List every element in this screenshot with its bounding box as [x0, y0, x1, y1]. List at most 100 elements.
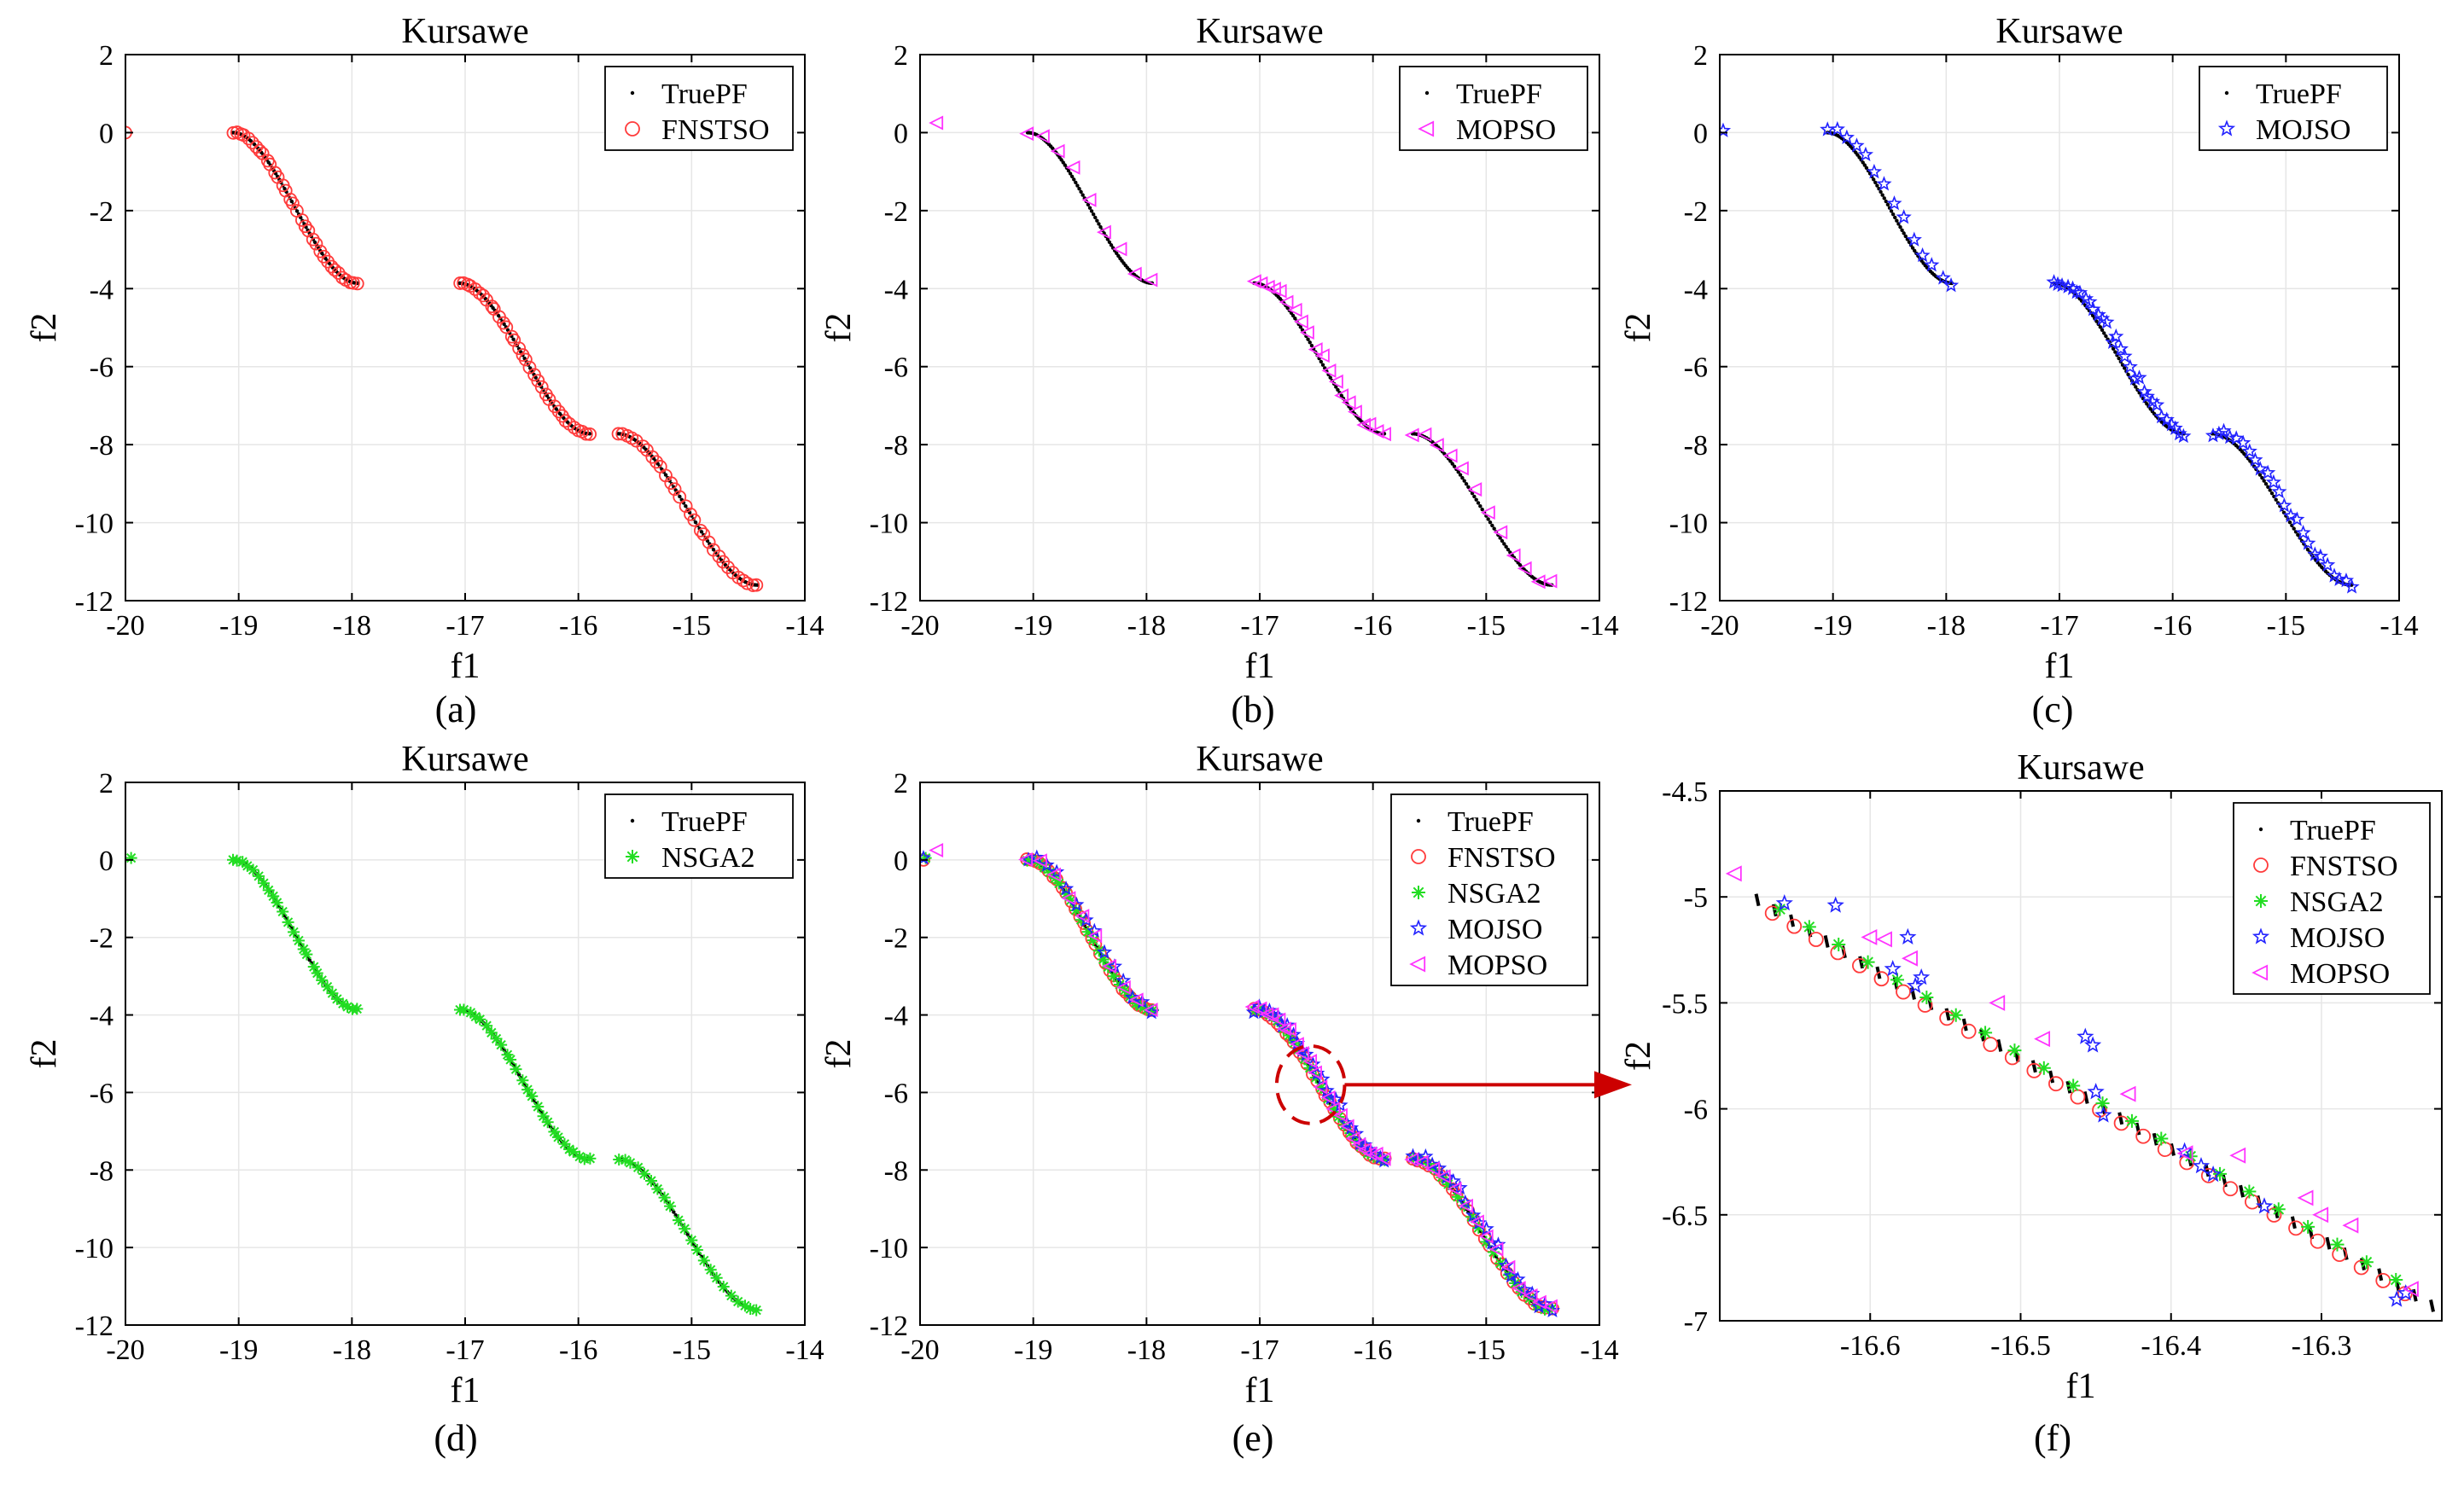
nsga2-stroke: [659, 1192, 670, 1203]
truepf-point: [1068, 171, 1073, 176]
series-truepf: [1025, 131, 1554, 587]
x-axis-label: f1: [451, 647, 481, 686]
mopso-point: [1523, 1287, 1538, 1303]
mopso-point: [1356, 417, 1372, 433]
mojso-point: [2077, 1027, 2094, 1044]
mojso-point: [1445, 1172, 1461, 1189]
truepf-point: [533, 375, 538, 380]
fnstso-point: [306, 232, 320, 247]
truepf-point: [522, 356, 527, 361]
fnstso-point: [328, 263, 342, 277]
truepf-point: [1416, 818, 1421, 823]
mojso-point: [2127, 370, 2143, 386]
mopso-point: [1032, 853, 1047, 869]
truepf-point: [2292, 526, 2296, 531]
mopso-point: [1081, 192, 1097, 207]
legend-label-nsga2: NSGA2: [2290, 886, 2384, 918]
mojso-point: [2082, 294, 2098, 309]
truepf-point: [1862, 163, 1867, 167]
fnstso-point: [667, 482, 682, 497]
fnstso-point: [1896, 984, 1911, 1000]
y-tick-label: -12: [870, 1311, 908, 1342]
series-truepf: [230, 857, 760, 1312]
nsga2-stroke: [699, 1255, 709, 1266]
truepf-point: [1293, 317, 1297, 321]
mopso-point: [1404, 427, 1419, 443]
x-tick-label: -16: [2153, 610, 2192, 642]
chart-panel-d: -20 -19 -18 -17 -16 -15 -14-12-10-8-6-4-202Kur…: [25, 740, 824, 1459]
truepf-point: [1298, 325, 1303, 329]
fnstso-point: [1411, 849, 1426, 864]
nsga2-stroke: [646, 1176, 656, 1186]
truepf-point: [1320, 363, 1325, 367]
nsga2-stroke: [533, 1101, 543, 1112]
mojso-point: [2217, 119, 2236, 137]
nsga2-stroke: [1413, 886, 1424, 898]
nsga2-stroke: [2097, 1097, 2108, 1109]
truepf-point: [2269, 491, 2275, 496]
nsga2-stroke: [538, 1111, 549, 1121]
truepf-point: [1466, 485, 1471, 489]
legend-label-truepf: TruePF: [2256, 78, 2342, 110]
y-tick-label: -6: [884, 352, 908, 384]
nsga2-stroke: [338, 998, 348, 1008]
fnstso-point: [611, 427, 626, 441]
truepf-point: [1910, 246, 1915, 250]
nsga2-stroke: [1070, 905, 1081, 915]
mopso-point: [1272, 283, 1287, 299]
nsga2-point: [510, 1063, 522, 1076]
fnstso-point: [253, 143, 267, 158]
truepf-point: [2262, 479, 2266, 483]
nsga2-stroke: [1088, 935, 1098, 945]
mopso-point: [1253, 276, 1268, 291]
nsga2-stroke: [322, 981, 333, 992]
truepf-point: [2429, 1299, 2435, 1312]
nsga2-stroke: [352, 1003, 362, 1014]
y-tick-label: -10: [75, 1233, 114, 1264]
mopso-point: [1271, 1012, 1286, 1027]
mojso-point: [2099, 314, 2115, 329]
panel-label: (d): [434, 1417, 477, 1459]
nsga2-stroke: [2038, 1062, 2050, 1074]
fnstso-point: [1873, 971, 1890, 987]
truepf-point: [2411, 1288, 2418, 1302]
mojso-point: [2049, 276, 2066, 291]
mojso-point: [1039, 857, 1055, 872]
legend-label-truepf: TruePF: [661, 78, 748, 110]
truepf-point: [1492, 526, 1496, 531]
truepf-point: [1885, 202, 1890, 207]
nsga2-point: [750, 1304, 763, 1317]
mopso-point: [1362, 1146, 1378, 1161]
y-tick-label: -10: [870, 509, 908, 540]
mopso-point: [1332, 1107, 1348, 1123]
x-tick-label: -20: [1700, 610, 1739, 642]
nsga2-stroke: [1054, 878, 1064, 889]
fnstso-point: [2222, 1181, 2239, 1197]
mopso-point: [2251, 964, 2269, 981]
y-tick-label: -6: [1684, 1095, 1708, 1126]
truepf-point: [1074, 180, 1078, 185]
truepf-point: [2239, 1184, 2246, 1198]
legend-label-nsga2: NSGA2: [661, 842, 755, 874]
x-tick-label: -17: [446, 1334, 484, 1366]
x-tick-label: -20: [106, 1334, 144, 1366]
mojso-point: [1907, 976, 1925, 994]
truepf-point: [630, 90, 635, 96]
y-tick-label: -4: [884, 274, 908, 305]
truepf-point: [1504, 544, 1508, 549]
y-tick-label: -6.5: [1662, 1200, 1708, 1232]
mojso-point: [2167, 420, 2183, 435]
nsga2-point: [288, 926, 300, 939]
fnstso-point: [534, 380, 549, 394]
mopso-point: [1418, 120, 1435, 137]
legend: TruePF FNSTSO: [604, 66, 794, 151]
y-tick-label: -12: [870, 586, 908, 618]
fnstso-point: [1808, 932, 1824, 947]
mopso-point: [1334, 388, 1349, 403]
x-tick-label: -15: [673, 610, 711, 642]
x-tick-label: -19: [1814, 610, 1852, 642]
nsga2-stroke: [342, 1002, 352, 1012]
series-nsga2: [125, 852, 763, 1317]
nsga2-stroke: [2273, 1203, 2285, 1215]
y-tick-label: -6: [90, 1078, 114, 1109]
